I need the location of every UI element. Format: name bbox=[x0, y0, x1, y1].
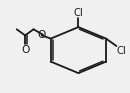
Text: Cl: Cl bbox=[74, 8, 83, 18]
Text: O: O bbox=[38, 30, 46, 40]
Text: Cl: Cl bbox=[117, 46, 127, 56]
Text: O: O bbox=[22, 45, 30, 55]
